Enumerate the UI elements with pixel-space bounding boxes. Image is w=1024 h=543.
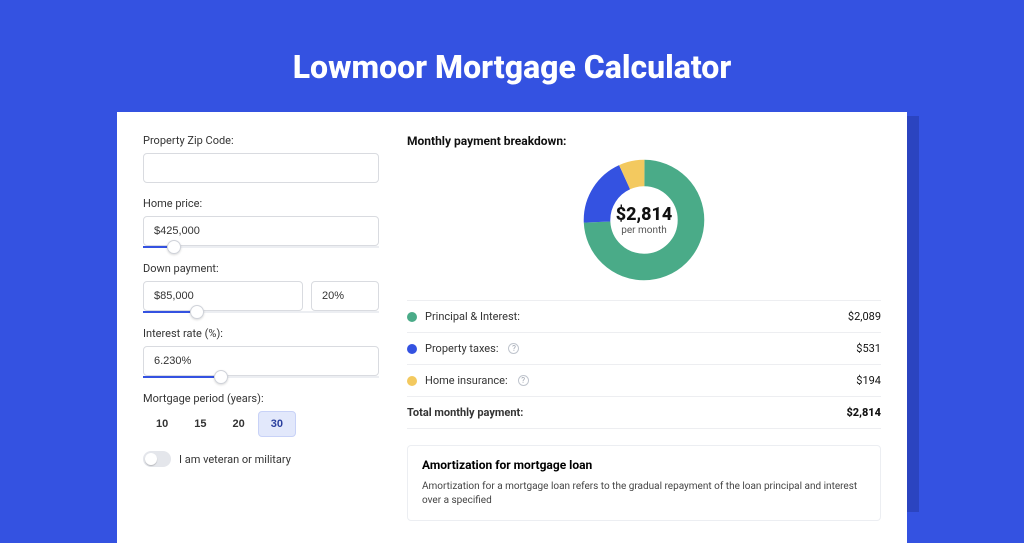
home-price-field: Home price: bbox=[143, 197, 379, 248]
period-label: Mortgage period (years): bbox=[143, 392, 379, 405]
info-icon[interactable]: ? bbox=[518, 375, 529, 386]
down-payment-label: Down payment: bbox=[143, 262, 379, 275]
legend-row-total: Total monthly payment: $2,814 bbox=[407, 397, 881, 429]
donut-center: $2,814 per month bbox=[582, 158, 706, 282]
info-icon[interactable]: ? bbox=[508, 343, 519, 354]
interest-rate-slider[interactable] bbox=[143, 376, 379, 378]
slider-fill bbox=[143, 311, 190, 313]
amortization-title: Amortization for mortgage loan bbox=[422, 458, 866, 472]
page-title: Lowmoor Mortgage Calculator bbox=[0, 0, 1024, 112]
breakdown-title: Monthly payment breakdown: bbox=[407, 134, 881, 148]
slider-thumb[interactable] bbox=[167, 240, 181, 254]
period-btn-20[interactable]: 20 bbox=[220, 411, 258, 437]
amortization-box: Amortization for mortgage loan Amortizat… bbox=[407, 445, 881, 521]
breakdown-column: Monthly payment breakdown: $2,814 per mo… bbox=[407, 134, 881, 521]
veteran-toggle[interactable] bbox=[143, 451, 171, 467]
legend-val-insurance: $194 bbox=[856, 374, 881, 387]
home-price-label: Home price: bbox=[143, 197, 379, 210]
interest-rate-field: Interest rate (%): bbox=[143, 327, 379, 378]
down-payment-percent-input[interactable] bbox=[311, 281, 379, 311]
zip-label: Property Zip Code: bbox=[143, 134, 379, 147]
amortization-text: Amortization for a mortgage loan refers … bbox=[422, 480, 866, 508]
down-payment-slider[interactable] bbox=[143, 311, 379, 313]
period-buttons: 10 15 20 30 bbox=[143, 411, 379, 437]
veteran-label: I am veteran or military bbox=[179, 453, 291, 466]
dot-insurance bbox=[407, 376, 417, 386]
legend-val-total: $2,814 bbox=[846, 406, 881, 419]
legend-row-taxes: Property taxes: ? $531 bbox=[407, 333, 881, 365]
slider-fill bbox=[143, 246, 167, 248]
legend-label-taxes: Property taxes: bbox=[425, 342, 498, 355]
zip-field: Property Zip Code: bbox=[143, 134, 379, 183]
donut-chart-wrap: $2,814 per month bbox=[407, 158, 881, 282]
donut-amount: $2,814 bbox=[616, 204, 673, 225]
home-price-slider[interactable] bbox=[143, 246, 379, 248]
slider-fill bbox=[143, 376, 214, 378]
legend-label-insurance: Home insurance: bbox=[425, 374, 508, 387]
legend-row-insurance: Home insurance: ? $194 bbox=[407, 365, 881, 397]
form-column: Property Zip Code: Home price: Down paym… bbox=[143, 134, 379, 521]
calculator-card: Property Zip Code: Home price: Down paym… bbox=[117, 112, 907, 543]
interest-rate-label: Interest rate (%): bbox=[143, 327, 379, 340]
card-shadow bbox=[907, 116, 919, 512]
legend-val-taxes: $531 bbox=[856, 342, 881, 355]
legend: Principal & Interest: $2,089 Property ta… bbox=[407, 300, 881, 429]
period-field: Mortgage period (years): 10 15 20 30 bbox=[143, 392, 379, 437]
period-btn-15[interactable]: 15 bbox=[181, 411, 219, 437]
toggle-knob bbox=[145, 453, 157, 465]
legend-row-principal: Principal & Interest: $2,089 bbox=[407, 301, 881, 333]
veteran-row: I am veteran or military bbox=[143, 451, 379, 467]
down-payment-amount-input[interactable] bbox=[143, 281, 303, 311]
period-btn-30[interactable]: 30 bbox=[258, 411, 296, 437]
interest-rate-input[interactable] bbox=[143, 346, 379, 376]
legend-label-total: Total monthly payment: bbox=[407, 406, 523, 419]
dot-principal bbox=[407, 312, 417, 322]
slider-thumb[interactable] bbox=[214, 370, 228, 384]
period-btn-10[interactable]: 10 bbox=[143, 411, 181, 437]
legend-label-principal: Principal & Interest: bbox=[425, 310, 520, 323]
zip-input[interactable] bbox=[143, 153, 379, 183]
legend-val-principal: $2,089 bbox=[848, 310, 881, 323]
dot-taxes bbox=[407, 344, 417, 354]
down-payment-field: Down payment: bbox=[143, 262, 379, 313]
donut-sub: per month bbox=[621, 225, 667, 236]
slider-thumb[interactable] bbox=[190, 305, 204, 319]
donut-chart: $2,814 per month bbox=[582, 158, 706, 282]
